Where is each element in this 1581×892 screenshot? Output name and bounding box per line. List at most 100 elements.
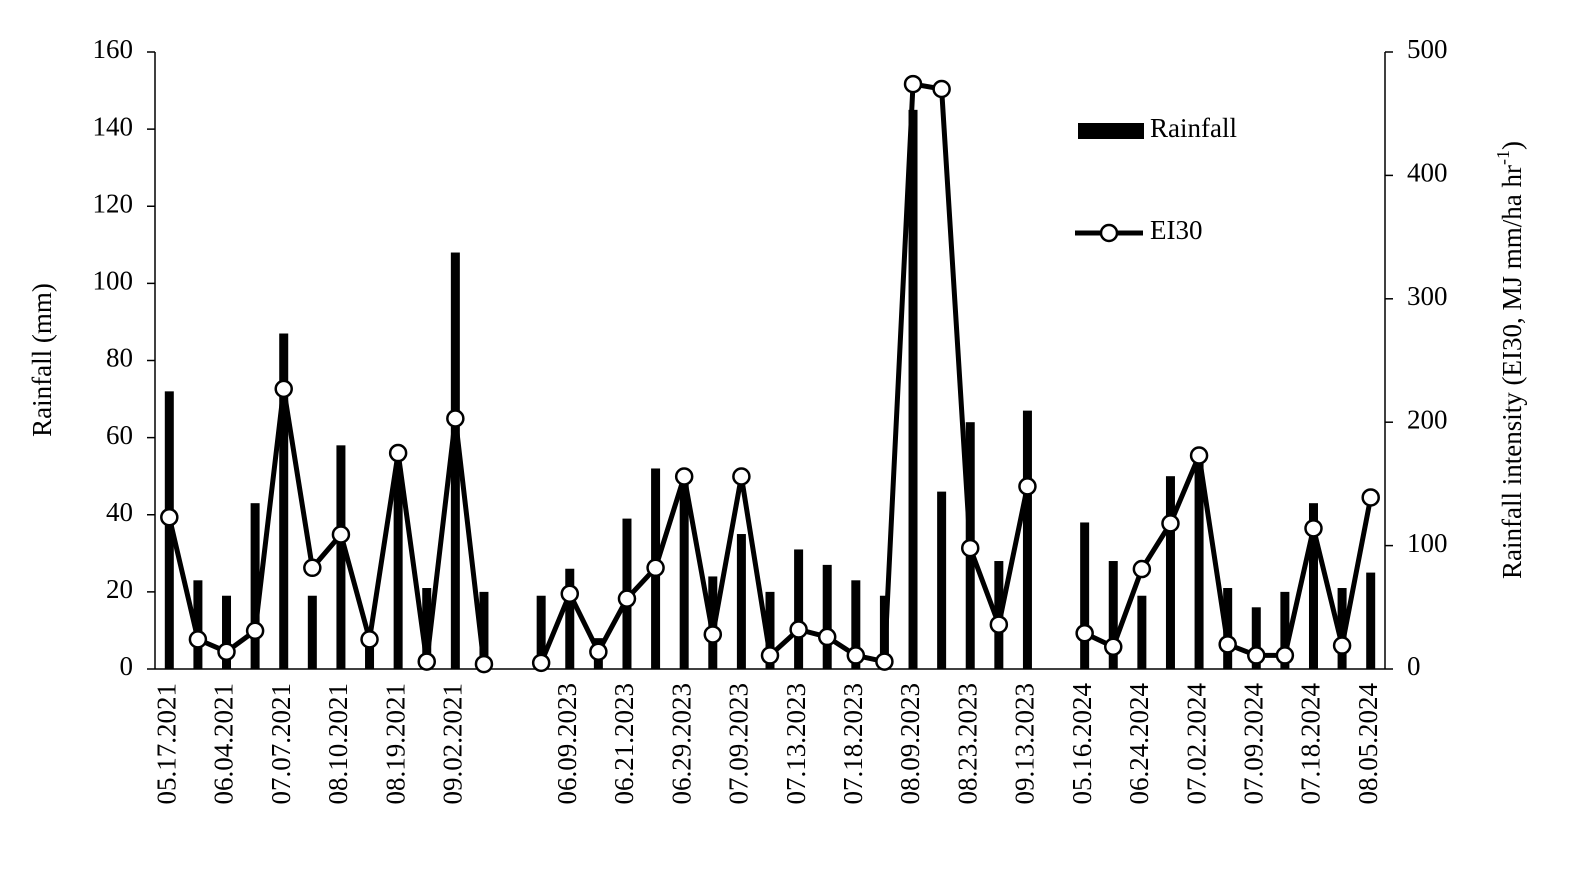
bar: [422, 588, 432, 669]
y-tick-label: 20: [106, 574, 133, 604]
line-marker: [789, 620, 808, 639]
line-marker: [531, 653, 551, 673]
y2-tick-label: 0: [1407, 651, 1421, 681]
bar: [1080, 522, 1090, 669]
line-marker: [589, 642, 608, 661]
bar: [1165, 476, 1175, 669]
line-marker: [188, 630, 208, 649]
x-tick-label: 08.23.2023: [952, 683, 982, 805]
line-marker: [360, 630, 379, 649]
line-marker: [1161, 514, 1180, 533]
y-tick-label: 100: [93, 266, 134, 296]
line-marker: [1189, 446, 1209, 465]
line-marker: [646, 558, 665, 578]
line-marker: [703, 625, 723, 644]
x-tick-label: 05.17.2021: [152, 683, 182, 805]
x-tick-label: 06.09.2023: [552, 683, 582, 805]
x-tick-label: 07.02.2024: [1181, 683, 1211, 805]
x-tick-label: 09.13.2023: [1010, 683, 1040, 805]
x-tick-label: 06.04.2021: [209, 683, 239, 805]
bar: [822, 564, 832, 669]
line-marker: [1132, 559, 1152, 579]
line-marker: [1247, 646, 1266, 665]
bar: [365, 638, 375, 669]
x-tick-label: 06.21.2023: [609, 683, 639, 805]
line-marker: [1332, 636, 1352, 655]
x-tick-label: 07.09.2024: [1238, 683, 1268, 805]
x-tick-label: 07.18.2023: [838, 683, 868, 805]
y-axis-label: Rainfall (mm): [27, 283, 57, 437]
bar: [565, 568, 575, 669]
x-tick-label: 07.18.2024: [1296, 683, 1326, 805]
bar: [222, 595, 232, 669]
x-tick-label: 06.24.2024: [1124, 683, 1154, 805]
y2-axis-label-main: Rainfall intensity (EI30, MJ mm/ha hr: [1497, 165, 1527, 579]
bar: [736, 534, 746, 669]
y-tick-label: 0: [120, 651, 134, 681]
bar: [536, 595, 546, 669]
y-tick-label: 120: [93, 188, 134, 218]
bar: [479, 591, 489, 669]
line-marker: [1218, 635, 1237, 654]
y2-tick-label: 100: [1407, 528, 1448, 558]
x-tick-label: 08.09.2023: [895, 683, 925, 805]
line-marker: [674, 467, 694, 486]
x-tick-label: 05.16.2024: [1067, 683, 1097, 805]
bar: [1022, 410, 1032, 669]
bar: [937, 491, 947, 669]
line-marker: [388, 443, 408, 463]
line-marker: [1018, 477, 1037, 496]
line-marker: [217, 642, 236, 661]
y-tick-label: 140: [93, 111, 134, 141]
line-marker: [932, 79, 951, 99]
x-tick-label: 07.09.2023: [724, 683, 754, 805]
line-marker: [1361, 488, 1380, 507]
bar: [851, 580, 861, 669]
line-marker: [417, 652, 436, 671]
bar: [336, 445, 346, 669]
x-tick-label: 09.02.2021: [438, 683, 468, 805]
y2-axis-label: Rainfall intensity (EI30, MJ mm/ha hr-1): [1493, 141, 1527, 579]
line-marker: [1075, 623, 1094, 643]
line-marker: [817, 627, 837, 647]
bar: [450, 252, 460, 669]
x-tick-label: 07.07.2021: [266, 683, 296, 805]
y2-axis-label-sup: -1: [1493, 150, 1513, 165]
bar: [1337, 588, 1347, 669]
bar: [307, 595, 317, 669]
line-marker: [1275, 646, 1295, 665]
y-tick-label: 160: [93, 34, 134, 64]
line-marker: [989, 615, 1009, 634]
line-marker: [303, 558, 322, 578]
x-tick-label: 08.05.2024: [1353, 683, 1383, 805]
bar: [1308, 503, 1318, 669]
line-marker: [245, 621, 265, 640]
legend-marker: [1099, 223, 1119, 243]
y2-tick-label: 500: [1407, 34, 1448, 64]
y-tick-label: 40: [106, 497, 133, 527]
line-marker: [1304, 519, 1323, 538]
line-marker: [446, 409, 465, 428]
line: [166, 81, 1374, 665]
line-marker: [331, 525, 351, 544]
y2-tick-label: 300: [1407, 281, 1448, 311]
y2-tick-label: 200: [1407, 404, 1448, 434]
bar: [1366, 572, 1376, 669]
line-marker: [160, 507, 179, 527]
line-marker: [560, 584, 580, 603]
bar: [908, 109, 918, 669]
line-marker: [1104, 637, 1123, 657]
legend-label: EI30: [1150, 215, 1202, 245]
bar: [1108, 561, 1118, 669]
x-tick-label: 07.13.2023: [781, 683, 811, 805]
line-marker: [903, 74, 923, 94]
line-marker: [617, 589, 637, 608]
bar: [1194, 453, 1204, 669]
legend-label: Rainfall: [1150, 113, 1237, 143]
bar: [794, 549, 804, 669]
line-marker: [474, 654, 494, 674]
y-tick-label: 80: [106, 343, 133, 373]
bar: [393, 468, 403, 669]
bar: [250, 503, 260, 669]
